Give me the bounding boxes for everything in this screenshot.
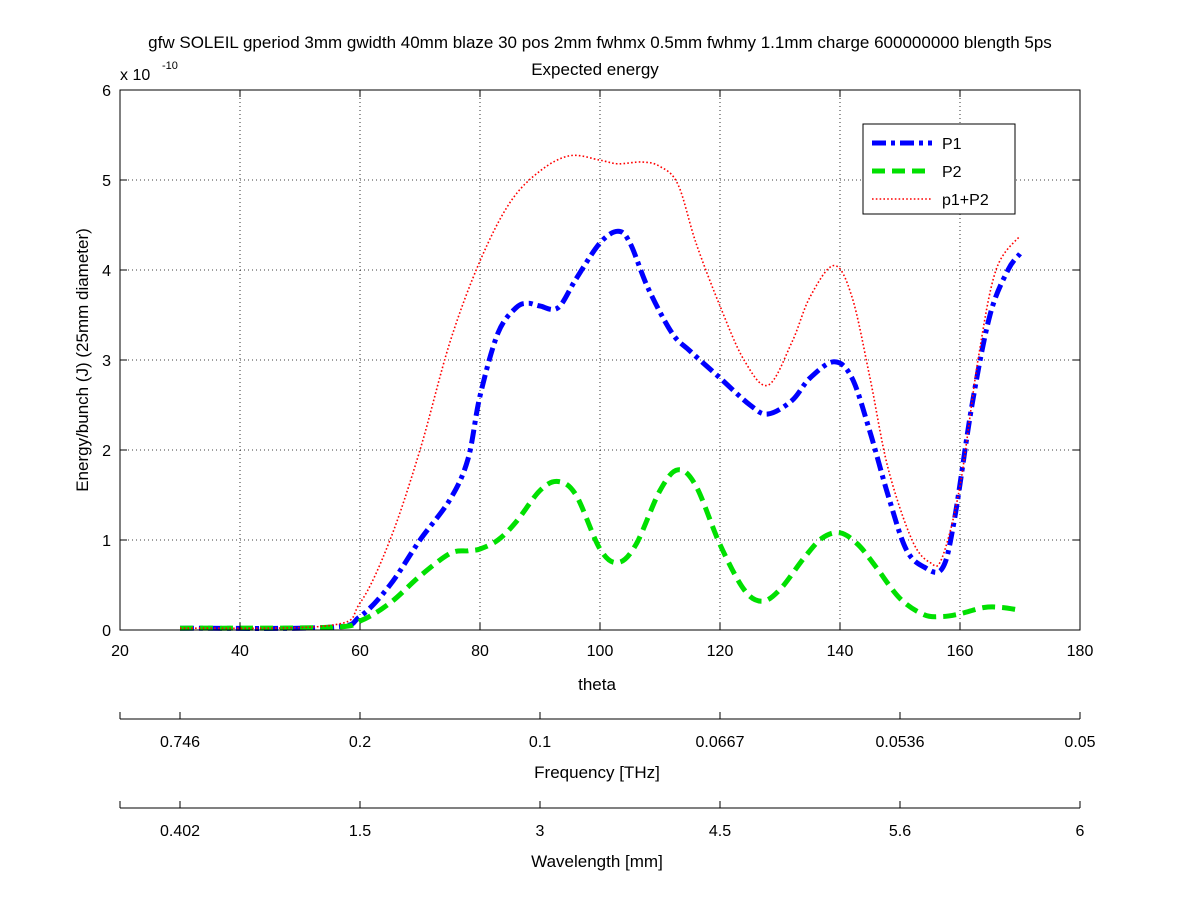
secondary-axes: 0.746 0.2 0.1 0.0667 0.0536 0.05 Frequency [TH… <box>119 712 1096 871</box>
secondary-tick-label: 0.0536 <box>876 734 925 751</box>
chart-title: gfw SOLEIL gperiod 3mm gwidth 40mm blaze… <box>148 33 1052 52</box>
series-group <box>179 154 1023 631</box>
x-tick-label: 180 <box>1067 643 1094 660</box>
x-axis-label: theta <box>578 675 616 694</box>
x-ticks: 20 40 60 80 100 120 140 160 180 <box>111 90 1093 660</box>
x-tick-label: 20 <box>111 643 129 660</box>
legend-box <box>862 123 1016 215</box>
secondary-tick-label: 0.2 <box>349 734 371 751</box>
y-exponent: x 10 -10 <box>120 60 178 84</box>
secondary-tick-label: 0.0667 <box>696 734 745 751</box>
grid <box>120 90 1080 630</box>
series-line-2 <box>179 467 1021 631</box>
legend: P1 P2 p1+P2 <box>862 123 1016 215</box>
chart-subtitle: Expected energy <box>531 60 659 79</box>
secondary-tick-label: 0.746 <box>160 734 200 751</box>
y-exponent-base: x 10 <box>120 67 150 84</box>
y-tick-label: 0 <box>102 623 111 640</box>
x-tick-label: 100 <box>587 643 614 660</box>
secondary-axis-label-1: Frequency [THz] <box>534 763 660 782</box>
y-ticks: 0 1 2 3 4 5 6 <box>102 83 1080 640</box>
series-line-3 <box>179 154 1021 630</box>
y-tick-label: 4 <box>102 263 111 280</box>
x-tick-label: 120 <box>707 643 734 660</box>
y-tick-label: 2 <box>102 443 111 460</box>
series-line-1 <box>179 228 1023 631</box>
x-tick-label: 40 <box>231 643 249 660</box>
secondary-tick-label: 0.05 <box>1064 734 1095 751</box>
x-tick-label: 80 <box>471 643 489 660</box>
secondary-tick-label: 1.5 <box>349 823 371 840</box>
y-tick-label: 1 <box>102 533 111 550</box>
legend-label-2: P2 <box>942 164 962 181</box>
x-tick-label: 60 <box>351 643 369 660</box>
legend-label-1: P1 <box>942 136 962 153</box>
x-tick-label: 160 <box>947 643 974 660</box>
secondary-tick-label: 6 <box>1076 823 1085 840</box>
y-axis-label: Energy/bunch (J) (25mm diameter) <box>73 228 92 492</box>
secondary-tick-label: 5.6 <box>889 823 911 840</box>
y-exponent-power: -10 <box>162 60 178 72</box>
secondary-tick-label: 4.5 <box>709 823 731 840</box>
x-tick-label: 140 <box>827 643 854 660</box>
secondary-tick-label: 0.1 <box>529 734 551 751</box>
y-tick-label: 3 <box>102 353 111 370</box>
legend-label-3: p1+P2 <box>942 192 989 209</box>
y-tick-label: 5 <box>102 173 111 190</box>
secondary-axis-label-2: Wavelength [mm] <box>531 852 663 871</box>
secondary-tick-label: 3 <box>536 823 545 840</box>
y-tick-label: 6 <box>102 83 111 100</box>
secondary-tick-label: 0.402 <box>160 823 200 840</box>
